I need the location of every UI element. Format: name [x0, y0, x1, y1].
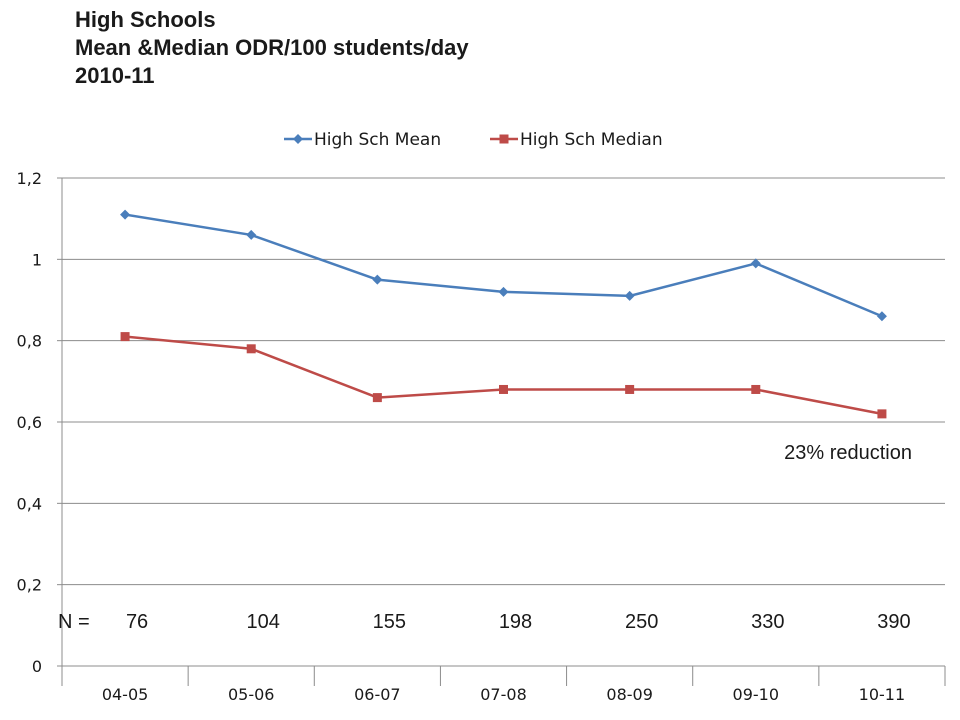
data-point-0-3: [498, 286, 509, 297]
data-point-0-2: [372, 274, 383, 285]
series-line-0: [124, 213, 883, 318]
data-point-0-5: [750, 258, 761, 269]
y-tick-label: 0,6: [17, 413, 42, 432]
y-tick-label: 0: [32, 657, 42, 676]
y-tick-label: 1,2: [17, 169, 42, 188]
y-tick-label: 0,2: [17, 576, 42, 595]
title-line-2: Mean &Median ODR/100 students/day: [75, 35, 469, 60]
n-value: 198: [499, 611, 532, 633]
y-tick-label: 0,4: [17, 494, 42, 513]
n-value: 155: [373, 611, 406, 633]
data-point-0-4: [624, 290, 635, 301]
data-point-0-1: [246, 229, 257, 240]
n-value: 390: [877, 611, 910, 633]
n-value: 104: [247, 611, 280, 633]
x-tick-label: 10-11: [859, 685, 906, 704]
data-point-1-6: [877, 409, 887, 419]
y-tick-label: 1: [32, 250, 42, 269]
series-line-1: [124, 335, 883, 416]
annotation-text: 23% reduction: [784, 442, 912, 464]
data-point-1-3: [499, 384, 508, 394]
legend-label-0: High Sch Mean: [314, 130, 441, 150]
title-line-1: High Schools: [75, 7, 216, 32]
title-line-3: 2010-11: [75, 63, 155, 88]
x-tick-label: 07-08: [480, 685, 527, 704]
n-value: 250: [625, 611, 658, 633]
x-tick-label: 05-06: [228, 685, 275, 704]
x-tick-label: 04-05: [102, 685, 149, 704]
data-point-1-5: [751, 384, 761, 394]
legend-marker-1: [499, 134, 509, 144]
data-point-1-4: [625, 384, 635, 394]
x-tick-label: 06-07: [354, 685, 401, 704]
x-tick-label: 09-10: [733, 685, 780, 704]
y-tick-label: 0,8: [17, 332, 42, 351]
chart-title: High Schools Mean &Median ODR/100 studen…: [75, 6, 469, 90]
data-point-1-1: [246, 344, 256, 354]
data-point-1-0: [120, 332, 130, 342]
n-value: 76: [126, 611, 148, 633]
data-point-1-2: [372, 393, 382, 403]
data-point-0-6: [876, 311, 887, 322]
legend-marker-0: [293, 134, 303, 144]
n-label: N =: [58, 611, 90, 633]
data-point-0-0: [120, 209, 131, 220]
x-tick-label: 08-09: [606, 685, 653, 704]
legend-label-1: High Sch Median: [520, 130, 663, 150]
n-value: 330: [751, 611, 784, 633]
